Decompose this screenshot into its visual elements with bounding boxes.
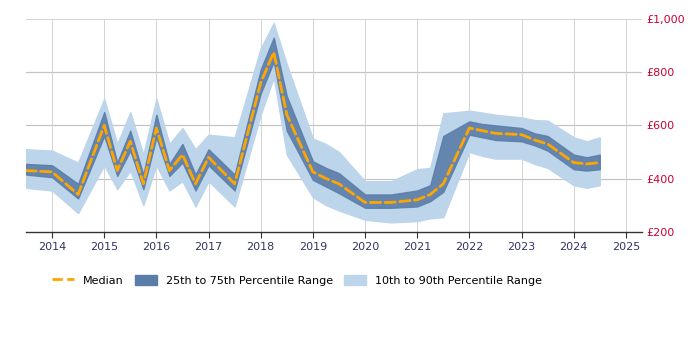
Legend: Median, 25th to 75th Percentile Range, 10th to 90th Percentile Range: Median, 25th to 75th Percentile Range, 1… [47,270,547,290]
